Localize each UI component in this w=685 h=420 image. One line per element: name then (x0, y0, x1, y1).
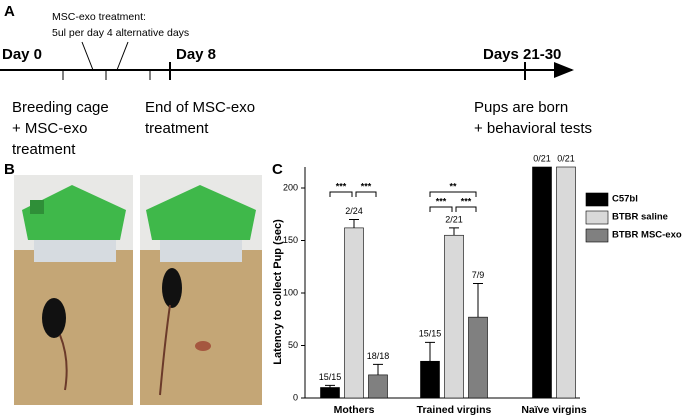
legend-swatch (585, 210, 609, 225)
timeline-marker: Day 8 (176, 46, 216, 63)
bar (420, 360, 440, 399)
timeline-marker: Days 21-30 (483, 46, 561, 63)
significance-label: *** (436, 196, 447, 206)
significance-bracket (355, 191, 377, 197)
x-tick-label: Mothers (334, 404, 375, 416)
treatment-note: 5ul per day 4 alternative days (52, 27, 189, 39)
y-tick-label: 150 (283, 235, 298, 245)
bar-label: 15/15 (419, 329, 442, 339)
bar-label: 15/15 (319, 372, 342, 382)
event-text: treatment (145, 120, 209, 137)
legend-swatch (585, 192, 609, 207)
significance-label: *** (336, 181, 347, 191)
error-bar (373, 363, 383, 375)
event-text: Breeding cage (12, 99, 109, 116)
x-tick-label: Trained virgins (417, 404, 492, 416)
plot-area: 0 50 100 150 200 Mothers 15/15 2/24 18/18 Trained… (283, 153, 682, 415)
significance-bracket (455, 206, 477, 212)
error-bar (449, 227, 459, 236)
significance-label: *** (361, 181, 372, 191)
bar (532, 166, 552, 399)
photo (14, 175, 133, 405)
bar (344, 227, 364, 399)
y-tick-label: 0 (293, 392, 298, 402)
y-tick-label: 50 (288, 340, 298, 350)
event-text: + behavioral tests (474, 120, 592, 137)
legend-label: BTBR saline (612, 212, 668, 223)
bar-label: 7/9 (472, 270, 485, 280)
bar-label: 2/24 (345, 206, 363, 216)
error-bar (325, 384, 335, 388)
photo (140, 175, 262, 405)
bar-label: 0/21 (557, 153, 575, 163)
significance-label: ** (449, 181, 457, 191)
legend-swatch (585, 228, 609, 243)
bar (556, 166, 576, 399)
bar (320, 387, 340, 399)
event-text: + MSC-exo (12, 120, 87, 137)
legend-label: C57bl (612, 194, 638, 205)
event-text: Pups are born (474, 99, 568, 116)
timeline-ticks (62, 41, 526, 80)
significance-bracket (329, 191, 353, 197)
legend-label: BTBR MSC-exo (612, 230, 682, 241)
significance-label: *** (461, 196, 472, 206)
bar-label: 0/21 (533, 153, 551, 163)
significance-bracket (429, 206, 453, 212)
significance-bracket (429, 191, 477, 197)
event-text: End of MSC-exo (145, 99, 255, 116)
y-tick-label: 200 (283, 182, 298, 192)
error-bar (425, 341, 435, 362)
bar (468, 316, 488, 399)
event-text: treatment (12, 141, 76, 158)
bar-label: 2/21 (445, 214, 463, 224)
bar (368, 374, 388, 399)
bar (444, 234, 464, 399)
timeline-marker: Day 0 (2, 46, 42, 63)
panel-label: C (272, 161, 283, 178)
bar-label: 18/18 (367, 351, 390, 361)
y-tick-label: 100 (283, 287, 298, 297)
x-tick-label: Naïve virgins (521, 404, 587, 416)
error-bar (349, 219, 359, 228)
treatment-note: MSC-exo treatment: (52, 11, 146, 23)
y-axis-label: Latency to collect Pup (sec) (272, 219, 284, 365)
panel-label: A (4, 3, 15, 20)
panel-label: B (4, 161, 15, 178)
error-bar (473, 283, 483, 318)
